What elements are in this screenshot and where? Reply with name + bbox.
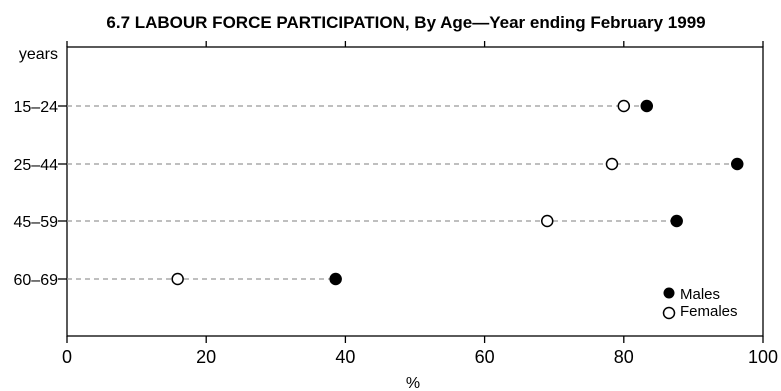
male-point xyxy=(640,99,654,113)
female-point xyxy=(605,157,619,171)
x-tick-label: 0 xyxy=(62,347,72,367)
male-point xyxy=(329,272,342,286)
x-tick-label: 80 xyxy=(614,347,634,367)
y-axis-label: years xyxy=(19,46,58,63)
y-tick-label: 45–59 xyxy=(14,214,59,231)
female-point xyxy=(617,99,631,113)
legend-label-females: Females xyxy=(680,303,738,320)
x-tick-label: 20 xyxy=(196,347,216,367)
y-tick-label: 25–44 xyxy=(14,157,59,174)
legend-marker-males xyxy=(663,287,675,299)
leader-lines xyxy=(67,105,738,280)
female-point xyxy=(540,214,554,228)
y-tick-label: 60–69 xyxy=(14,272,59,289)
plot-frame xyxy=(58,41,764,343)
x-tick-label: 100 xyxy=(748,347,778,367)
male-point xyxy=(730,157,744,171)
male-point xyxy=(670,214,683,228)
chart-title: 6.7 LABOUR FORCE PARTICIPATION, By Age—Y… xyxy=(106,13,705,32)
data-points xyxy=(171,99,744,286)
legend-marker-females xyxy=(662,306,676,320)
x-axis-label: % xyxy=(406,375,420,391)
x-tick-label: 60 xyxy=(475,347,495,367)
x-tick-label: 40 xyxy=(335,347,355,367)
plot-border xyxy=(66,46,764,337)
x-tick-labels: 0 20 40 60 80 100 xyxy=(62,347,778,367)
y-tick-labels: 15–24 25–44 45–59 60–69 xyxy=(14,99,59,289)
female-point xyxy=(171,272,184,286)
y-tick-label: 15–24 xyxy=(14,99,59,116)
legend-label-males: Males xyxy=(680,286,720,303)
legend: Males Females xyxy=(662,286,738,320)
